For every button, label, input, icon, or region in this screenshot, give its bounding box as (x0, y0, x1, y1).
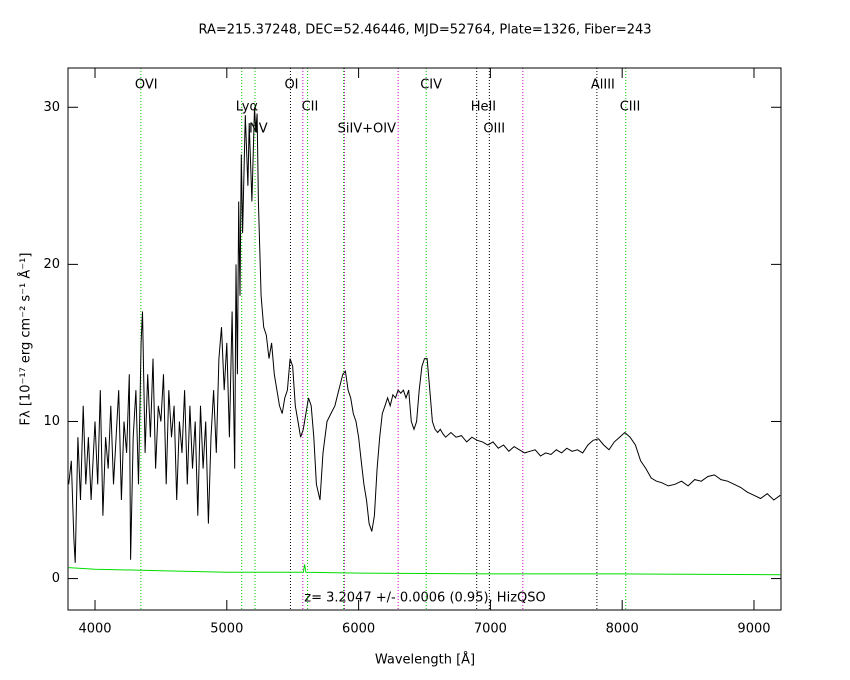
line-label: CII (302, 100, 319, 115)
line-label: SiIV+OIV (338, 122, 397, 137)
line-label: CIII (620, 100, 641, 115)
x-axis-label: Wavelength [Å] (375, 652, 475, 668)
line-label: OIII (483, 122, 505, 137)
x-tick-label: 7000 (474, 622, 507, 637)
line-label: OI (284, 78, 298, 93)
spectrum-line (68, 564, 781, 576)
chart-title: RA=215.37248, DEC=52.46446, MJD=52764, P… (198, 23, 651, 38)
y-tick-label: 20 (43, 257, 60, 272)
y-tick-label: 30 (43, 100, 60, 115)
x-tick-label: 6000 (342, 622, 375, 637)
line-label: CIV (420, 78, 442, 93)
x-tick-label: 5000 (210, 622, 243, 637)
line-label: HeII (471, 100, 496, 115)
line-label: OVI (135, 78, 158, 93)
x-tick-label: 4000 (78, 622, 111, 637)
line-label: NV (249, 122, 268, 137)
y-axis-label: Fλ [10⁻¹⁷ erg cm⁻² s⁻¹ Å⁻¹] (18, 253, 34, 426)
plot-frame (67, 67, 782, 611)
y-tick-label: 0 (52, 571, 60, 586)
annotation: z= 3.2047 +/- 0.0006 (0.95), HizQSO (304, 591, 545, 606)
y-tick-label: 10 (43, 414, 60, 429)
line-label: Lyα (236, 100, 258, 115)
x-tick-label: 9000 (737, 622, 770, 637)
x-tick-label: 8000 (606, 622, 639, 637)
spectrum-line (68, 107, 781, 563)
line-label: AlIII (591, 78, 615, 93)
